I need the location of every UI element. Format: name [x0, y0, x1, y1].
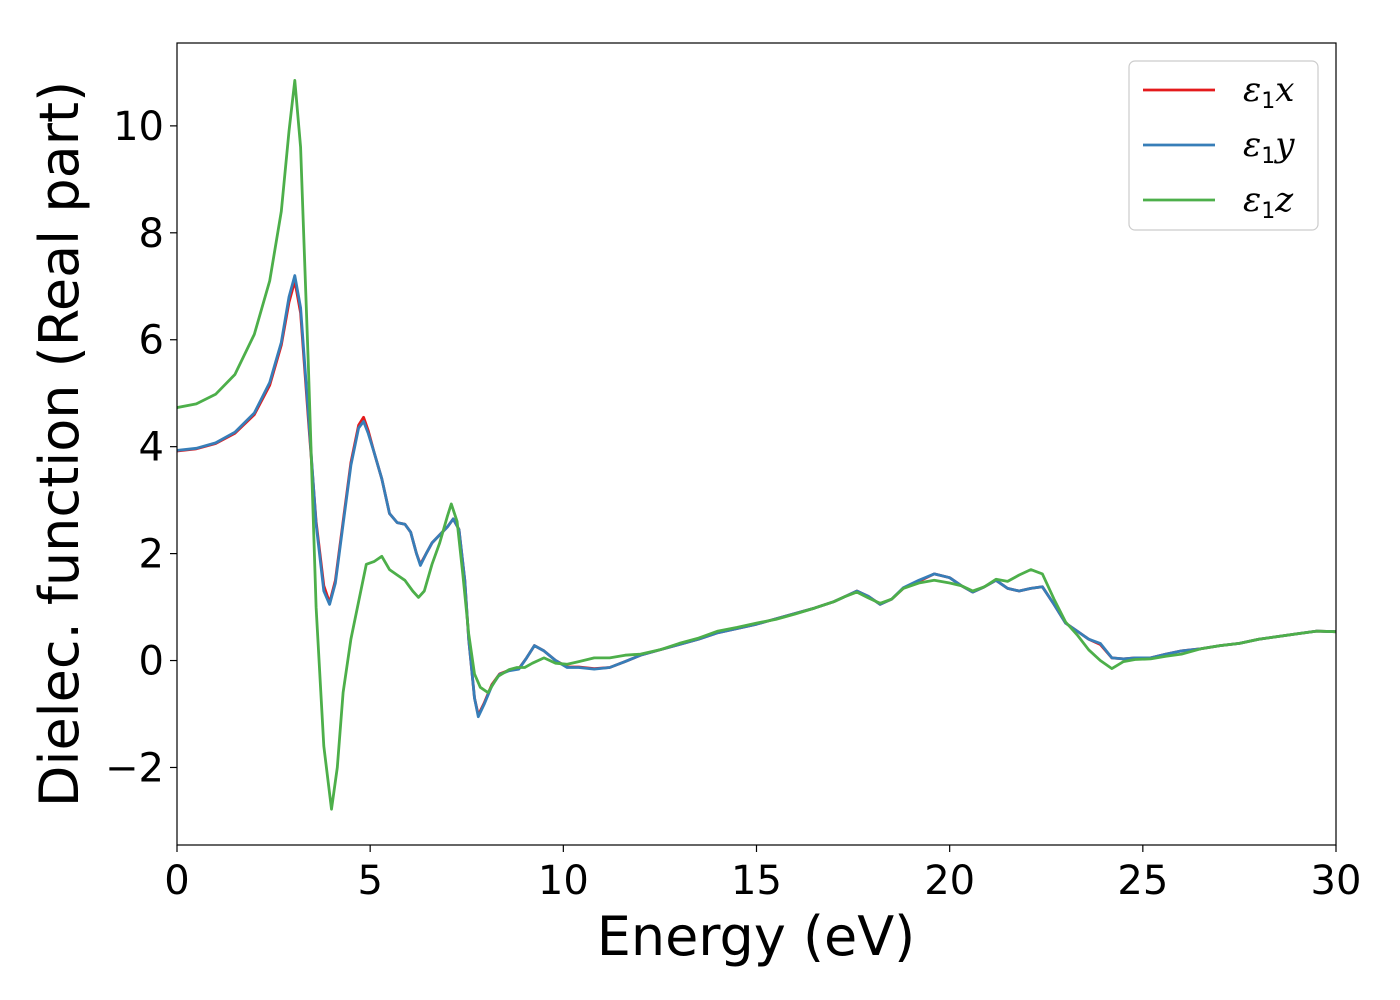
series-line-z: [177, 79, 1336, 811]
legend-label-z: ε1z: [1243, 180, 1294, 224]
x-tick-label: 5: [357, 858, 382, 904]
legend-label-y: ε1y: [1243, 125, 1295, 169]
x-axis-ticks: 0 5 10 15 20 25 30: [164, 845, 1361, 904]
legend: ε1x ε1y ε1z: [1128, 60, 1319, 231]
y-tick-label: 8: [139, 211, 164, 257]
x-axis-label: Energy (eV): [597, 905, 916, 968]
y-tick-label: 2: [139, 532, 164, 578]
x-tick-label: 15: [731, 858, 782, 904]
x-tick-label: 0: [164, 858, 189, 904]
x-tick-label: 10: [538, 858, 589, 904]
legend-box: [1128, 60, 1319, 231]
x-tick-label: 25: [1117, 858, 1168, 904]
y-axis-ticks: −2 0 2 4 6 8 10: [105, 104, 177, 791]
y-tick-label: 10: [113, 104, 164, 150]
y-tick-label: 6: [139, 318, 164, 364]
series-line-y: [177, 274, 1336, 719]
legend-label-x: ε1x: [1243, 70, 1294, 114]
y-tick-label: −2: [105, 745, 164, 791]
y-tick-label: 0: [139, 639, 164, 685]
y-tick-label: 4: [139, 425, 164, 471]
series-layer: [177, 79, 1336, 811]
y-axis-label: Dielec. function (Real part): [28, 81, 91, 807]
x-tick-label: 30: [1311, 858, 1362, 904]
x-tick-label: 20: [924, 858, 975, 904]
